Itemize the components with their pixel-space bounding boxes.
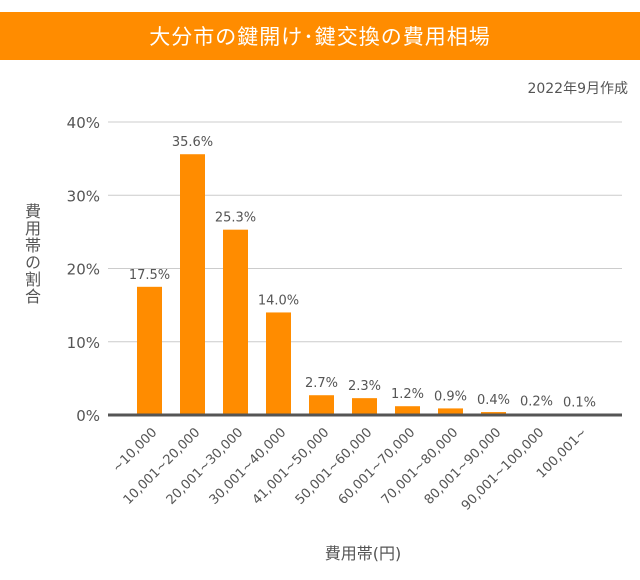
x-tick-label: 60,001~70,000 <box>336 425 419 508</box>
x-tick-label: 10,001~20,000 <box>121 425 204 508</box>
x-tick-label: 30,001~40,000 <box>207 425 290 508</box>
y-tick-label: 40% <box>67 114 100 132</box>
y-axis-label: 費用帯の割合 <box>22 203 41 305</box>
x-axis-label: 費用帯(円) <box>324 544 402 563</box>
y-tick-label: 20% <box>67 261 100 279</box>
bar <box>438 408 463 415</box>
data-label: 25.3% <box>215 211 256 226</box>
data-label: 14.0% <box>258 293 299 308</box>
x-tick-label: 20,001~30,000 <box>164 425 247 508</box>
x-tick-label: 80,001~90,000 <box>422 425 505 508</box>
y-tick-label: 30% <box>67 187 100 205</box>
data-label: 0.4% <box>477 393 510 408</box>
data-label: 0.1% <box>563 395 596 410</box>
bar <box>395 406 420 415</box>
bar <box>137 286 162 415</box>
bar <box>309 395 334 415</box>
bar <box>223 229 248 415</box>
y-tick-label: 10% <box>67 334 100 352</box>
data-label: 2.7% <box>305 376 338 391</box>
y-tick-label: 0% <box>76 407 100 425</box>
data-label: 0.9% <box>434 389 467 404</box>
bar <box>180 154 205 416</box>
bar <box>352 398 377 415</box>
x-tick-label: 41,001~50,000 <box>250 425 333 508</box>
x-tick-label: 70,001~80,000 <box>379 425 462 508</box>
chart-title: 大分市の鍵開け･鍵交換の費用相場 <box>0 12 640 60</box>
bar <box>266 312 291 415</box>
x-tick-label: 50,001~60,000 <box>293 425 376 508</box>
x-tick-label: 90,001~100,000 <box>459 425 547 513</box>
data-label: 17.5% <box>129 268 170 283</box>
data-label: 2.3% <box>348 379 381 394</box>
data-label: 0.2% <box>520 395 553 410</box>
chart-subtitle: 2022年9月作成 <box>527 81 628 97</box>
data-label: 35.6% <box>172 135 213 150</box>
data-label: 1.2% <box>391 387 424 402</box>
